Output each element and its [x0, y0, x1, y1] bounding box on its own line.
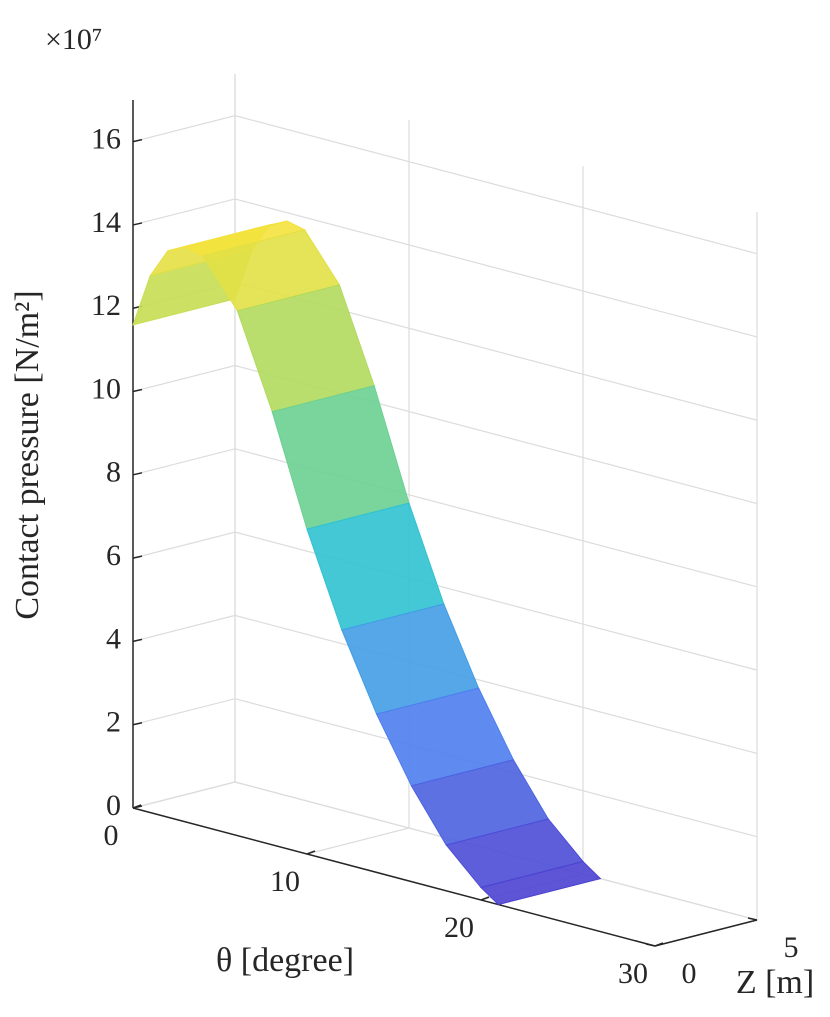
- grid-line: [132, 448, 758, 588]
- y-tick: [132, 222, 143, 226]
- y-tick-label: 4: [106, 622, 121, 655]
- x-tick: [132, 804, 142, 809]
- x-tick: [480, 896, 490, 901]
- grid-line: [132, 74, 236, 809]
- y-tick-label: 10: [91, 372, 121, 405]
- y-tick-label: 16: [91, 123, 121, 156]
- z-tick-label: 0: [682, 957, 697, 990]
- x-tick: [654, 942, 664, 947]
- y-tick-label: 12: [91, 289, 121, 322]
- y-tick: [132, 638, 143, 643]
- y-tick-label: 8: [106, 456, 121, 489]
- z-tick: [645, 943, 656, 947]
- x-tick-label: 10: [270, 865, 300, 898]
- x-tick: [306, 850, 316, 855]
- y-tick: [132, 721, 143, 726]
- y-tick: [132, 388, 143, 393]
- x-tick-label: 30: [618, 957, 648, 990]
- z-tick-label: 5: [784, 931, 799, 964]
- z-tick: [747, 917, 758, 921]
- surface-patch: [271, 385, 410, 530]
- z-axis: [654, 919, 758, 947]
- y-tick-label: 6: [106, 539, 121, 572]
- y-tick: [132, 138, 143, 143]
- x-tick-label: 20: [444, 911, 474, 944]
- y-tick-label: 0: [106, 789, 121, 822]
- y-tick: [132, 555, 143, 559]
- surface-patch: [480, 860, 602, 906]
- grid-line: [654, 212, 758, 947]
- y-tick-label: 14: [91, 206, 121, 239]
- grid-line: [132, 281, 758, 421]
- grid-line: [132, 364, 758, 505]
- y-tick-label: 2: [106, 706, 121, 739]
- z-axis-label: Z [m]: [736, 964, 814, 1001]
- y-exponent-label: ×10⁷: [45, 23, 102, 56]
- x-axis: [132, 807, 656, 947]
- y-axis-label: Contact pressure [N/m²]: [9, 290, 46, 619]
- grid-line: [132, 115, 758, 255]
- x-axis-label: θ [degree]: [216, 942, 354, 979]
- x-tick-label: 0: [104, 819, 119, 852]
- y-tick: [132, 472, 143, 476]
